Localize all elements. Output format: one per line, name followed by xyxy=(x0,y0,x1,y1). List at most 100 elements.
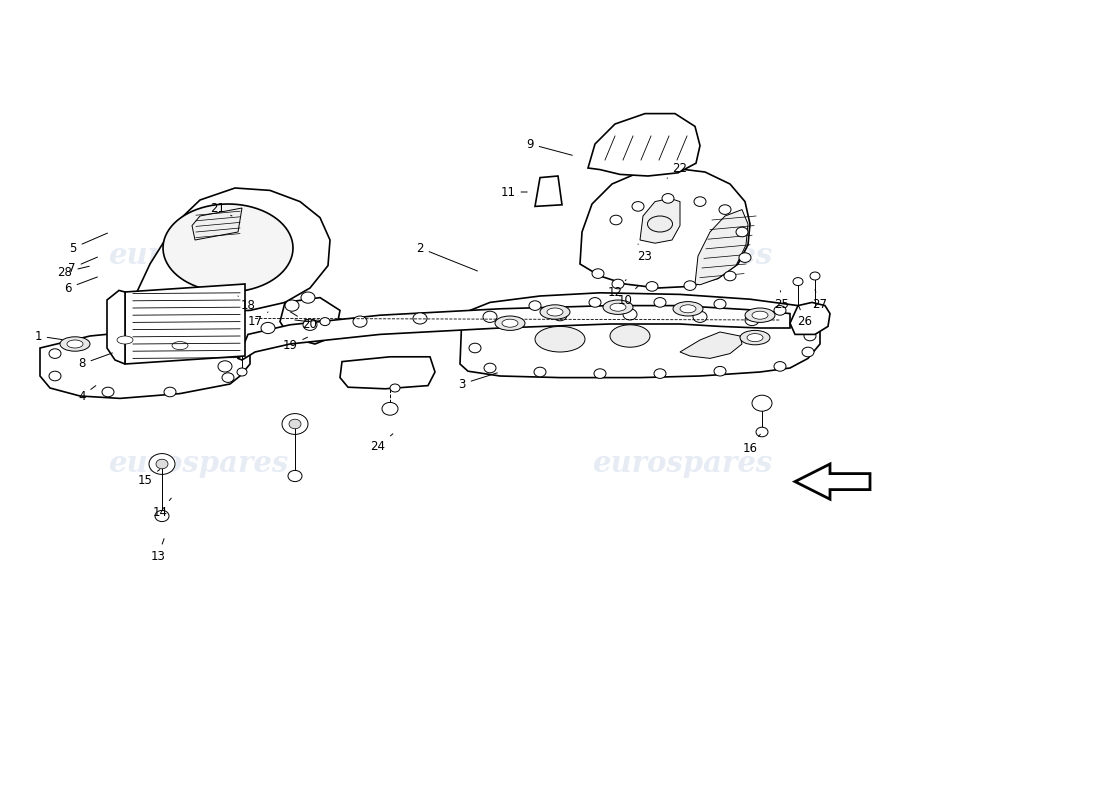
Ellipse shape xyxy=(165,338,195,353)
Polygon shape xyxy=(640,198,680,243)
Polygon shape xyxy=(790,302,830,334)
Circle shape xyxy=(483,311,497,322)
Circle shape xyxy=(382,402,398,415)
Text: 6: 6 xyxy=(64,277,98,294)
Circle shape xyxy=(694,197,706,206)
Ellipse shape xyxy=(610,325,650,347)
Circle shape xyxy=(739,253,751,262)
Circle shape xyxy=(802,347,814,357)
Text: 11: 11 xyxy=(500,186,527,198)
Text: 19: 19 xyxy=(283,338,308,352)
Circle shape xyxy=(289,419,301,429)
Polygon shape xyxy=(192,208,242,240)
Circle shape xyxy=(282,414,308,434)
Ellipse shape xyxy=(547,308,563,316)
Circle shape xyxy=(353,316,367,327)
Ellipse shape xyxy=(535,326,585,352)
Circle shape xyxy=(632,202,644,211)
Circle shape xyxy=(774,306,786,315)
Circle shape xyxy=(752,395,772,411)
Circle shape xyxy=(285,300,299,311)
Ellipse shape xyxy=(745,308,776,322)
Ellipse shape xyxy=(603,300,632,314)
Ellipse shape xyxy=(172,342,188,350)
Ellipse shape xyxy=(740,330,770,345)
Circle shape xyxy=(261,322,275,334)
Ellipse shape xyxy=(648,216,672,232)
Circle shape xyxy=(50,349,60,358)
Text: 22: 22 xyxy=(668,162,688,178)
Circle shape xyxy=(592,269,604,278)
Ellipse shape xyxy=(110,333,140,347)
Ellipse shape xyxy=(747,334,763,342)
Circle shape xyxy=(155,510,169,522)
Circle shape xyxy=(793,278,803,286)
Text: eurospares: eurospares xyxy=(108,450,288,478)
Circle shape xyxy=(719,205,732,214)
Text: 1: 1 xyxy=(34,330,63,342)
Ellipse shape xyxy=(502,319,518,327)
Circle shape xyxy=(50,371,60,381)
Circle shape xyxy=(623,309,637,320)
Circle shape xyxy=(654,298,666,307)
Polygon shape xyxy=(695,210,748,285)
Ellipse shape xyxy=(610,303,626,311)
Circle shape xyxy=(654,369,666,378)
Text: eurospares: eurospares xyxy=(108,242,288,270)
Circle shape xyxy=(148,454,175,474)
Circle shape xyxy=(714,299,726,309)
Circle shape xyxy=(412,313,427,324)
Text: 4: 4 xyxy=(78,386,96,402)
Polygon shape xyxy=(40,332,250,398)
Text: 21: 21 xyxy=(210,202,232,216)
Circle shape xyxy=(469,343,481,353)
Text: 26: 26 xyxy=(798,306,813,328)
Circle shape xyxy=(612,279,624,289)
Text: 9: 9 xyxy=(526,138,572,155)
Circle shape xyxy=(804,331,816,341)
Circle shape xyxy=(610,215,621,225)
Polygon shape xyxy=(132,188,330,312)
Polygon shape xyxy=(163,204,293,292)
Text: 20: 20 xyxy=(290,312,318,330)
Circle shape xyxy=(794,315,806,325)
Circle shape xyxy=(662,194,674,203)
Ellipse shape xyxy=(60,337,90,351)
Polygon shape xyxy=(340,357,434,389)
Circle shape xyxy=(301,292,315,303)
Circle shape xyxy=(553,310,566,321)
Ellipse shape xyxy=(673,302,703,316)
Polygon shape xyxy=(238,306,790,360)
Polygon shape xyxy=(588,114,700,176)
Text: 25: 25 xyxy=(774,290,790,310)
Text: 13: 13 xyxy=(151,538,165,562)
Text: 10: 10 xyxy=(617,286,638,306)
Polygon shape xyxy=(680,332,742,358)
Circle shape xyxy=(594,369,606,378)
Polygon shape xyxy=(107,290,125,364)
Polygon shape xyxy=(280,298,340,344)
Text: 3: 3 xyxy=(459,373,497,390)
Circle shape xyxy=(529,301,541,310)
Circle shape xyxy=(102,387,114,397)
Circle shape xyxy=(288,470,302,482)
Ellipse shape xyxy=(495,316,525,330)
Text: 14: 14 xyxy=(153,498,172,518)
Text: 23: 23 xyxy=(638,244,652,262)
Text: eurospares: eurospares xyxy=(592,242,772,270)
Text: 15: 15 xyxy=(138,470,160,486)
Circle shape xyxy=(222,373,234,382)
Circle shape xyxy=(156,459,168,469)
Polygon shape xyxy=(125,284,245,364)
Circle shape xyxy=(302,319,317,330)
Circle shape xyxy=(390,384,400,392)
Circle shape xyxy=(534,367,546,377)
Circle shape xyxy=(736,227,748,237)
Circle shape xyxy=(745,314,759,326)
Circle shape xyxy=(810,272,820,280)
Polygon shape xyxy=(795,464,870,499)
Text: 18: 18 xyxy=(238,296,255,312)
Ellipse shape xyxy=(680,305,696,313)
Text: eurospares: eurospares xyxy=(592,450,772,478)
Text: 5: 5 xyxy=(69,233,108,254)
